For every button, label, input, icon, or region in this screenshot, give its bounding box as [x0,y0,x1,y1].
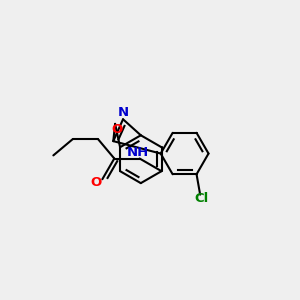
Text: O: O [90,176,101,189]
Text: N: N [118,106,129,119]
Text: NH: NH [127,146,149,159]
Text: Cl: Cl [194,192,208,205]
Text: O: O [112,123,123,136]
